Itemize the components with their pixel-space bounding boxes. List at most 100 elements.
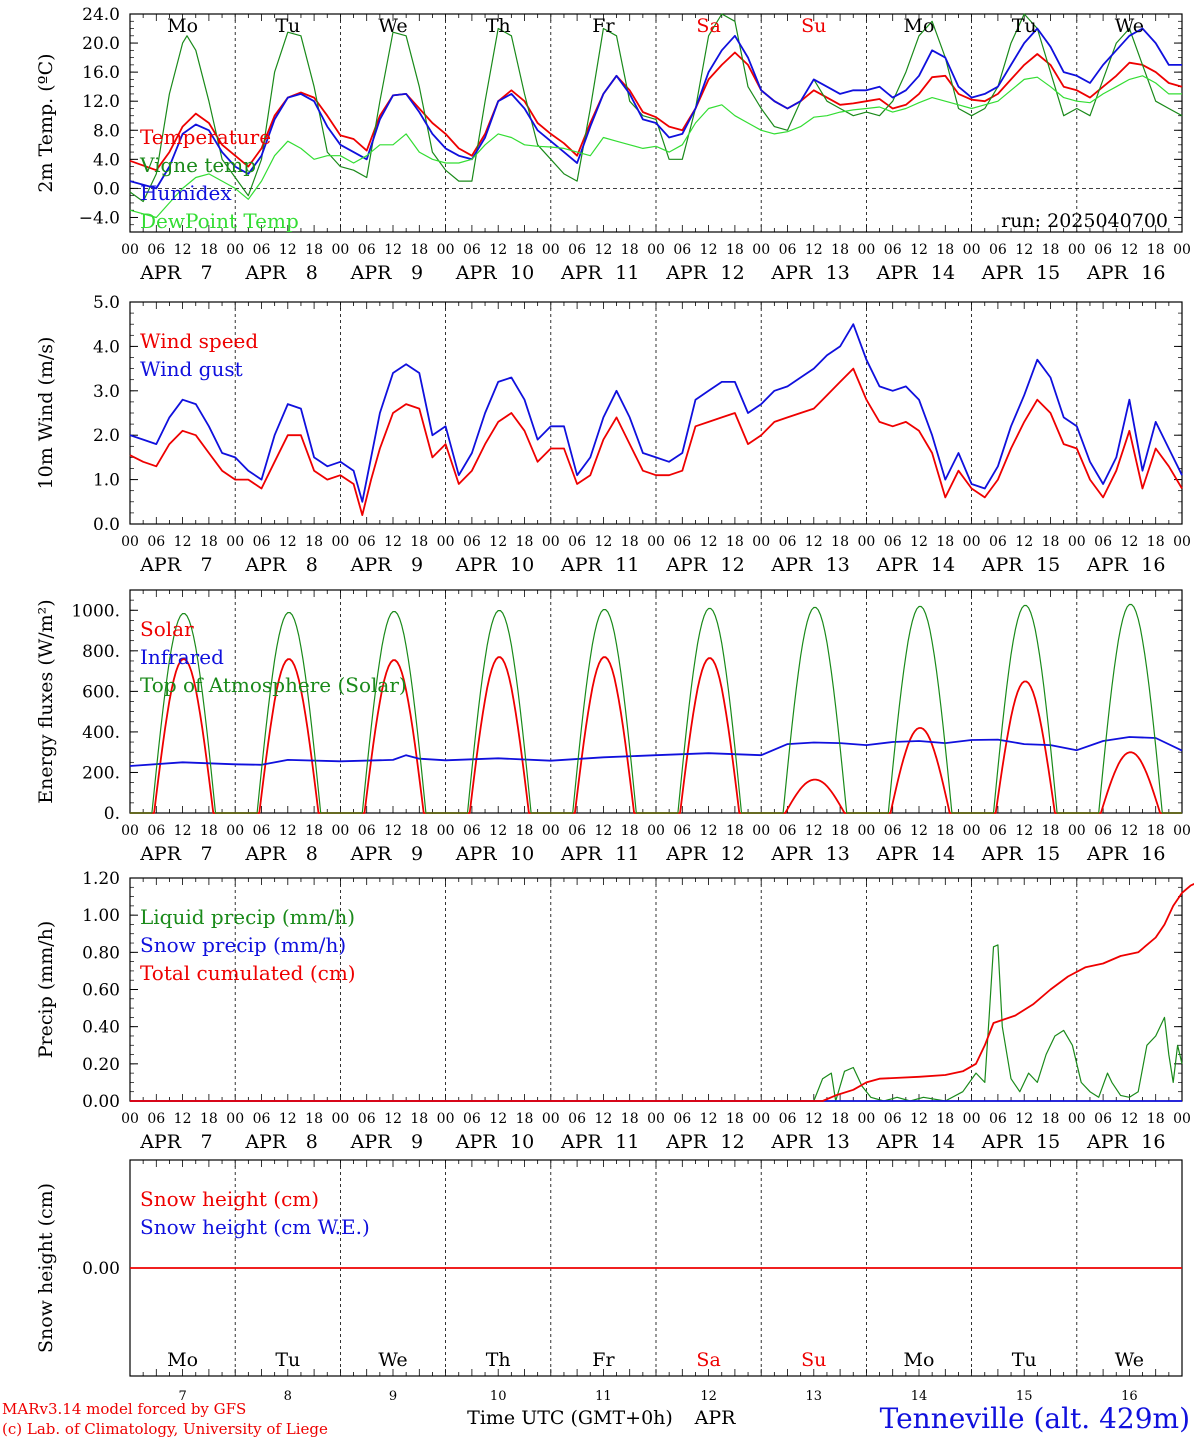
hour-label: 06 — [989, 534, 1007, 550]
date-month-label: APR — [770, 1131, 813, 1153]
panel-4 — [129, 877, 1194, 1102]
date-day-label: 14 — [931, 1131, 955, 1153]
date-number-label: 13 — [806, 1389, 823, 1404]
date-day-label: 16 — [1141, 554, 1165, 576]
weekday-label: Sa — [696, 15, 720, 37]
date-month-label: APR — [350, 1131, 393, 1153]
hour-label: 06 — [673, 1111, 691, 1127]
date-number-label: 15 — [1016, 1389, 1033, 1404]
hour-label: 12 — [700, 534, 718, 550]
hour-label: 00 — [437, 242, 455, 258]
hour-label: 06 — [884, 1111, 902, 1127]
hour-label: 00 — [1173, 1111, 1191, 1127]
date-month-label: APR — [560, 1131, 603, 1153]
date-day-label: 15 — [1036, 1131, 1060, 1153]
hour-label: 06 — [989, 1111, 1007, 1127]
hour-label: 00 — [331, 823, 349, 839]
date-day-label: 9 — [411, 843, 423, 865]
y-tick-label: 0.0 — [93, 515, 120, 535]
hour-label: 00 — [226, 1111, 244, 1127]
y-tick-label: 800. — [82, 642, 120, 662]
y-tick-label: 0. — [104, 804, 120, 824]
weekday-label: Fr — [592, 1349, 615, 1371]
hour-label: 06 — [1094, 534, 1112, 550]
date-day-label: 8 — [306, 262, 318, 284]
hour-label: 18 — [621, 1111, 639, 1127]
date-month-label: APR — [981, 554, 1024, 576]
hour-label: 12 — [174, 823, 192, 839]
date-day-label: 12 — [721, 1131, 745, 1153]
y-tick-label: 1.00 — [82, 906, 120, 926]
hour-label: 06 — [779, 1111, 797, 1127]
hour-label: 18 — [726, 534, 744, 550]
hour-label: 06 — [147, 1111, 165, 1127]
hour-label: 18 — [1147, 534, 1165, 550]
panel-frame — [129, 589, 1183, 814]
date-day-label: 15 — [1036, 554, 1060, 576]
hour-label: 18 — [1042, 823, 1060, 839]
date-day-label: 10 — [510, 843, 534, 865]
hour-label: 06 — [779, 242, 797, 258]
date-month-label: APR — [139, 1131, 182, 1153]
date-day-label: 16 — [1141, 1131, 1165, 1153]
legend-entry: Wind speed — [140, 329, 258, 353]
weekday-label: Sa — [696, 1349, 720, 1371]
hour-label: 12 — [700, 1111, 718, 1127]
hour-label: 12 — [384, 242, 402, 258]
hour-label: 00 — [542, 534, 560, 550]
hour-label: 18 — [305, 242, 323, 258]
hour-label: 18 — [831, 534, 849, 550]
hour-label: 00 — [542, 1111, 560, 1127]
y-axis-label: Energy fluxes (W/m²) — [35, 599, 57, 803]
hour-label: 00 — [437, 534, 455, 550]
hour-label: 06 — [463, 1111, 481, 1127]
series-line-dewpoint-temp — [129, 75, 1182, 219]
hour-label: 00 — [1068, 242, 1086, 258]
hour-label: 06 — [989, 823, 1007, 839]
y-tick-label: 4.0 — [93, 337, 120, 357]
panel-3 — [129, 589, 1183, 814]
date-month-label: APR — [350, 554, 393, 576]
date-month-label: APR — [876, 843, 919, 865]
date-day-label: 14 — [931, 262, 955, 284]
weekday-label: We — [1115, 1349, 1144, 1371]
date-day-label: 12 — [721, 843, 745, 865]
y-tick-label: 200. — [82, 763, 120, 783]
weekday-label: Mo — [167, 15, 198, 37]
y-axis-label: Precip (mm/h) — [35, 921, 57, 1059]
hour-label: 18 — [200, 1111, 218, 1127]
hour-label: 12 — [174, 534, 192, 550]
hour-label: 00 — [1068, 1111, 1086, 1127]
hour-label: 00 — [121, 534, 139, 550]
hour-label: 00 — [542, 242, 560, 258]
date-month-label: APR — [560, 554, 603, 576]
date-day-label: 15 — [1036, 843, 1060, 865]
date-month-label: APR — [770, 262, 813, 284]
date-day-label: 16 — [1141, 843, 1165, 865]
hour-label: 00 — [1068, 534, 1086, 550]
y-tick-label: 12.0 — [82, 92, 120, 112]
hour-label: 12 — [174, 242, 192, 258]
hour-label: 06 — [147, 242, 165, 258]
legend-entry: Snow precip (mm/h) — [140, 933, 346, 957]
legend-entry: DewPoint Temp — [140, 209, 299, 233]
date-month-label: APR — [244, 554, 287, 576]
y-tick-label: 400. — [82, 723, 120, 743]
date-month-label: APR — [455, 262, 498, 284]
hour-label: 12 — [489, 534, 507, 550]
date-month-label: APR — [350, 843, 393, 865]
hour-label: 00 — [331, 534, 349, 550]
date-month-label: APR — [876, 262, 919, 284]
hour-label: 12 — [1015, 1111, 1033, 1127]
y-tick-label: 0.0 — [93, 179, 120, 199]
hour-label: 12 — [910, 534, 928, 550]
hour-label: 06 — [673, 534, 691, 550]
date-day-label: 13 — [826, 262, 850, 284]
hour-label: 00 — [331, 1111, 349, 1127]
date-month-label: APR — [139, 843, 182, 865]
y-tick-label: 1.20 — [82, 869, 120, 889]
hour-label: 18 — [1042, 1111, 1060, 1127]
hour-label: 00 — [963, 823, 981, 839]
hour-label: 06 — [568, 1111, 586, 1127]
hour-label: 06 — [1094, 242, 1112, 258]
